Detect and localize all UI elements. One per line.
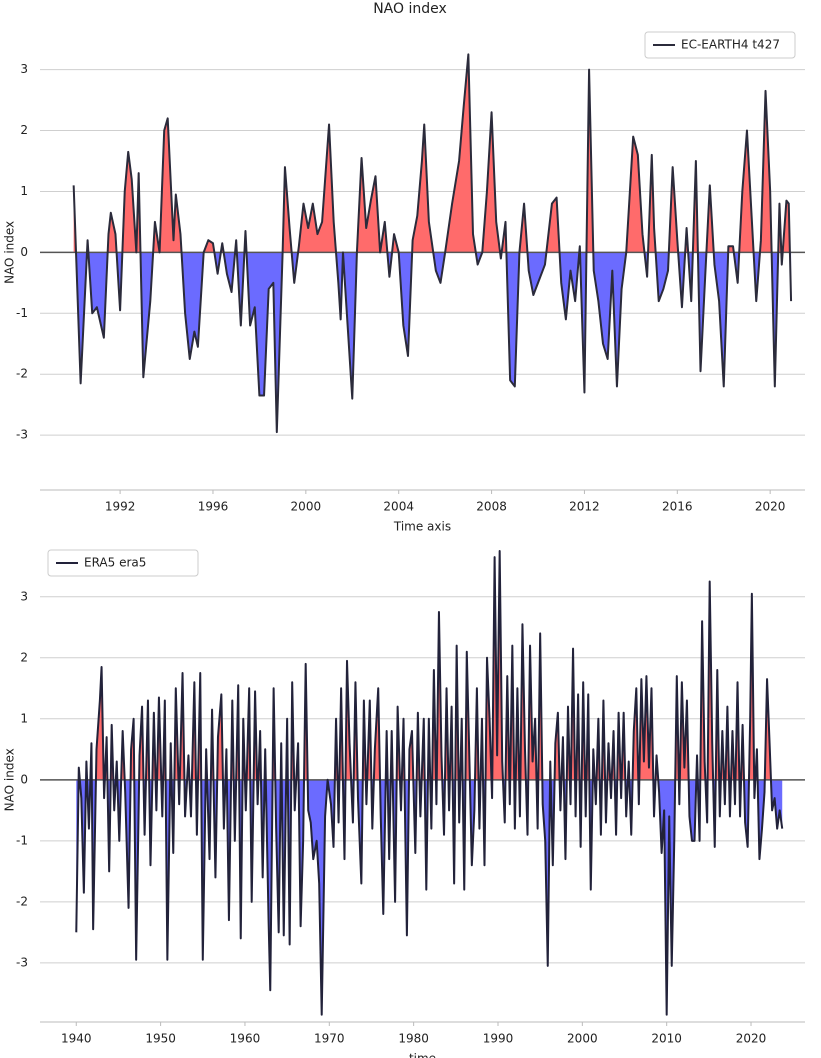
- x-tick-label: 1970: [314, 1032, 345, 1046]
- x-tick-label: 1992: [105, 500, 136, 514]
- x-tick-label: 2004: [383, 500, 414, 514]
- y-tick-label: 2: [20, 650, 28, 664]
- legend-box: [644, 31, 796, 59]
- y-tick-label: -3: [16, 428, 28, 442]
- y-tick-label: 0: [20, 245, 28, 259]
- legend-label: EC-EARTH4 t427: [681, 38, 780, 52]
- x-axis-label: Time axis: [393, 520, 451, 534]
- x-tick-label: 2012: [569, 500, 600, 514]
- x-tick-label: 2016: [662, 500, 693, 514]
- x-tick-label: 2008: [476, 500, 507, 514]
- x-tick-label: 2000: [567, 1032, 598, 1046]
- y-tick-label: -3: [16, 955, 28, 969]
- x-tick-label: 2010: [651, 1032, 682, 1046]
- x-tick-label: 2000: [291, 500, 322, 514]
- y-tick-label: 3: [20, 62, 28, 76]
- x-axis-label: time: [409, 1052, 436, 1058]
- negative-fill: [76, 252, 792, 433]
- y-tick-label: -1: [16, 833, 28, 847]
- y-tick-label: 1: [20, 711, 28, 725]
- y-tick-label: 2: [20, 123, 28, 137]
- y-tick-label: -2: [16, 894, 28, 908]
- x-tick-label: 1940: [61, 1032, 92, 1046]
- x-tick-label: 1960: [230, 1032, 261, 1046]
- line: [72, 53, 793, 434]
- x-tick-label: 2020: [736, 1032, 767, 1046]
- y-tick-label: -1: [16, 306, 28, 320]
- y-tick-label: 1: [20, 184, 28, 198]
- x-tick-label: 2020: [755, 500, 786, 514]
- x-tick-label: 1980: [398, 1032, 429, 1046]
- x-tick-label: 1996: [198, 500, 229, 514]
- legend-box: [47, 549, 199, 577]
- x-tick-label: 1990: [483, 1032, 514, 1046]
- y-tick-label: 0: [20, 772, 28, 786]
- negative-fill: [76, 779, 783, 1015]
- line: [75, 550, 784, 1016]
- y-axis-label: NAO index: [3, 221, 17, 284]
- x-tick-label: 1950: [145, 1032, 176, 1046]
- chart-title: NAO index: [373, 1, 447, 17]
- y-tick-label: -2: [16, 367, 28, 381]
- legend-label: ERA5 era5: [84, 556, 146, 570]
- positive-fill: [78, 551, 771, 780]
- y-axis-label: NAO index: [3, 748, 17, 811]
- y-tick-label: 3: [20, 589, 28, 603]
